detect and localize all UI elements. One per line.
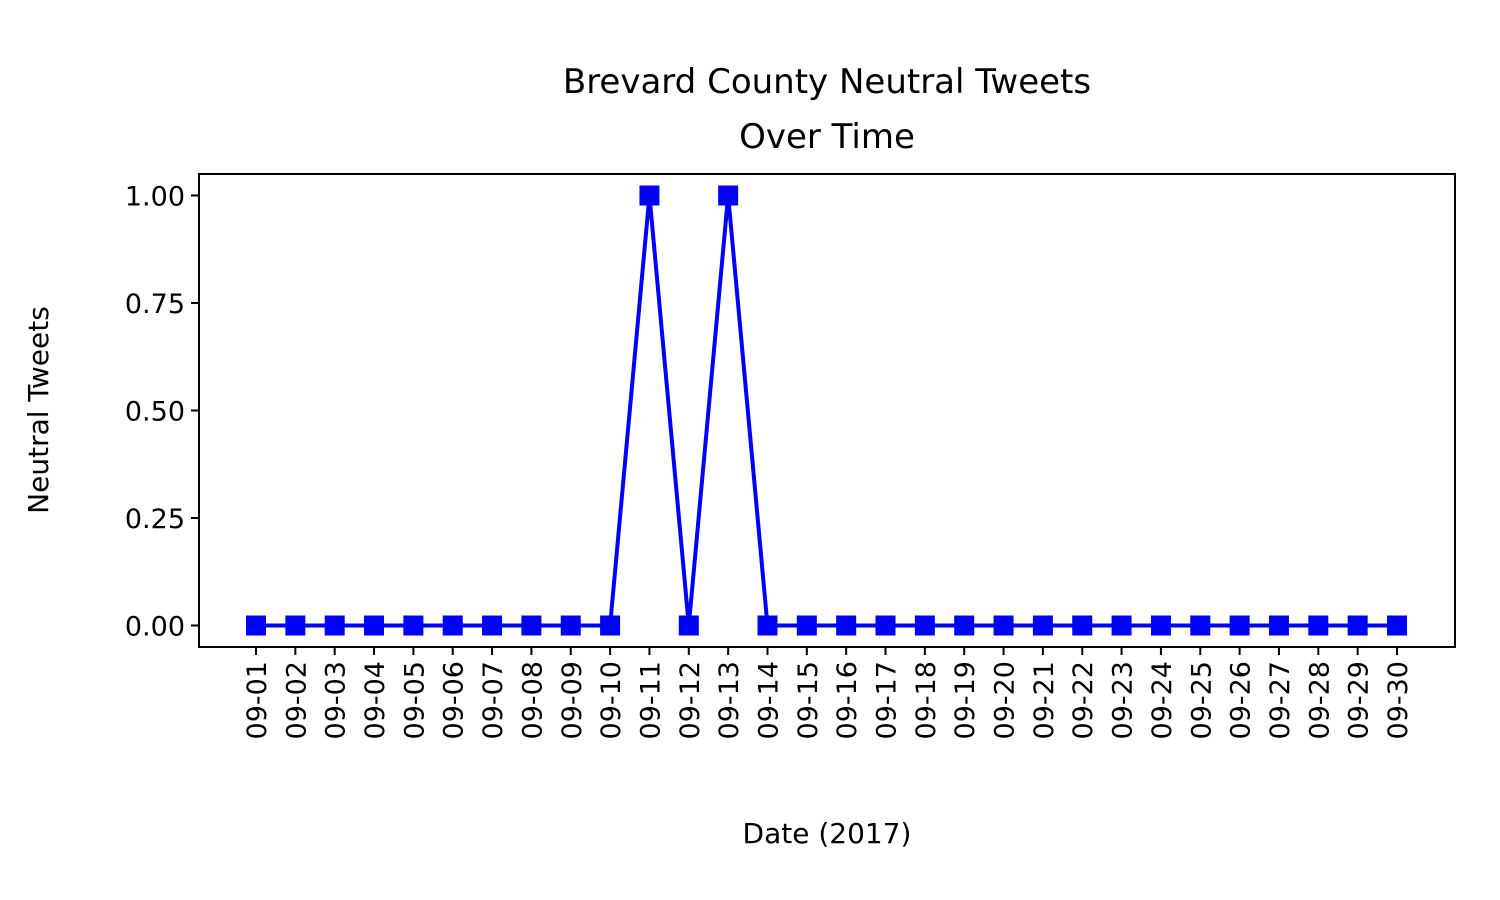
data-point-marker	[1308, 615, 1329, 636]
data-point-marker	[246, 615, 266, 636]
chart-title-line2: Over Time	[739, 117, 915, 157]
data-point-marker	[1387, 615, 1407, 636]
data-point-marker	[796, 615, 817, 636]
data-point-marker	[718, 185, 739, 206]
y-tick-label: 0.25	[125, 504, 185, 535]
data-point-marker	[403, 615, 424, 636]
data-point-marker	[482, 615, 503, 636]
x-tick-label: 09-28	[1304, 661, 1335, 739]
data-point-marker	[993, 615, 1014, 636]
x-tick-label: 09-10	[596, 661, 627, 739]
data-point-marker	[1150, 615, 1171, 636]
data-point-marker	[875, 615, 896, 636]
x-tick-label: 09-03	[321, 661, 352, 739]
x-tick-label: 09-08	[517, 661, 548, 739]
y-tick-label: 0.75	[125, 289, 185, 320]
x-tick-label: 09-05	[399, 661, 430, 739]
x-tick-label: 09-09	[557, 661, 588, 739]
x-tick-label: 09-02	[281, 661, 312, 739]
data-point-marker	[1190, 615, 1211, 636]
data-point-marker	[639, 185, 660, 206]
x-tick-label: 09-19	[950, 661, 981, 739]
y-tick-label: 0.50	[125, 397, 185, 428]
data-point-marker	[600, 615, 621, 636]
x-tick-label: 09-11	[635, 661, 666, 739]
x-tick-label: 09-17	[872, 661, 903, 739]
x-tick-label: 09-04	[360, 661, 391, 739]
x-tick-label: 09-01	[242, 661, 273, 739]
data-point-marker	[560, 615, 581, 636]
data-point-marker	[914, 615, 935, 636]
data-point-marker	[1229, 615, 1250, 636]
x-tick-label: 09-07	[478, 661, 509, 739]
x-tick-label: 09-13	[714, 661, 745, 739]
data-point-marker	[1111, 615, 1132, 636]
x-tick-label: 09-29	[1344, 661, 1375, 739]
x-tick-label: 09-21	[1029, 661, 1060, 739]
data-point-marker	[364, 615, 385, 636]
plot-area-frame	[198, 173, 1456, 648]
x-tick-label: 09-18	[911, 661, 942, 739]
x-tick-label: 09-26	[1226, 661, 1257, 739]
x-tick-label: 09-16	[832, 661, 863, 739]
x-tick-label: 09-22	[1068, 661, 1099, 739]
x-tick-label: 09-27	[1265, 661, 1296, 739]
series-layer	[246, 185, 1407, 636]
x-tick-label: 09-20	[990, 661, 1021, 739]
data-point-marker	[1072, 615, 1093, 636]
data-point-marker	[521, 615, 542, 636]
y-axis-label: Neutral Tweets	[22, 306, 55, 514]
data-point-marker	[1032, 615, 1053, 636]
data-point-marker	[442, 615, 463, 636]
x-tick-label: 09-25	[1186, 661, 1217, 739]
x-tick-label: 09-15	[793, 661, 824, 739]
data-point-marker	[324, 615, 345, 636]
data-point-marker	[757, 615, 778, 636]
data-point-marker	[836, 615, 857, 636]
x-tick-label: 09-14	[753, 661, 784, 739]
x-axis-ticks: 09-01 09-02 09-03 09-04 09-05 09-06 09-07 09-08…	[242, 647, 1414, 739]
data-point-marker	[954, 615, 975, 636]
y-tick-label: 0.00	[125, 612, 185, 643]
data-point-marker	[1347, 615, 1368, 636]
x-axis-label: Date (2017)	[743, 817, 912, 850]
data-point-marker	[678, 615, 699, 636]
x-tick-label: 09-30	[1383, 661, 1414, 739]
x-tick-label: 09-12	[675, 661, 706, 739]
chart-title-line1: Brevard County Neutral Tweets	[563, 62, 1091, 102]
x-tick-label: 09-06	[439, 661, 470, 739]
y-tick-label: 1.00	[125, 182, 185, 213]
x-tick-label: 09-23	[1108, 661, 1139, 739]
data-point-marker	[285, 615, 306, 636]
data-point-marker	[1268, 615, 1289, 636]
series-line	[256, 195, 1397, 628]
y-axis-ticks: 0.00 0.25 0.50 0.75 1.00	[125, 182, 199, 643]
x-tick-label: 09-24	[1147, 661, 1178, 739]
